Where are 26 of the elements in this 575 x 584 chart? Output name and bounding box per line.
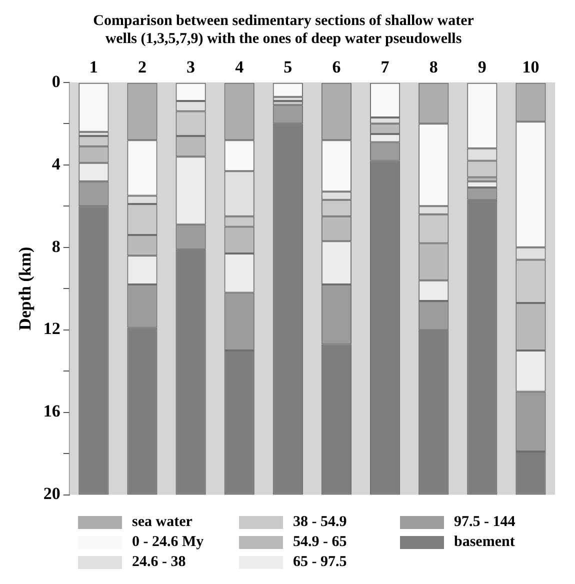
x-tick-label: 7 [380, 58, 390, 77]
x-tick-label: 2 [138, 58, 146, 77]
x-tick-label: 10 [522, 58, 540, 77]
legend-label: 0 - 24.6 My [132, 534, 204, 550]
legend-label: 65 - 97.5 [293, 554, 347, 570]
legend-label: sea water [132, 514, 192, 530]
x-tick-label: 4 [235, 58, 244, 77]
x-tick-label: 1 [89, 58, 98, 77]
y-tick-label: 12 [43, 319, 60, 338]
legend-label: 38 - 54.9 [293, 514, 347, 530]
legend-label: 97.5 - 144 [454, 514, 516, 530]
y-tick-label: 16 [43, 402, 60, 421]
y-tick-label: 20 [43, 484, 60, 504]
y-tick-label: 0 [52, 72, 60, 91]
y-tick-label: 8 [52, 236, 60, 256]
x-tick-label: 5 [284, 58, 292, 77]
legend-label: 24.6 - 38 [132, 554, 186, 570]
y-axis-title: Depth (km) [16, 246, 35, 330]
chart-title: Comparison between sedimentary sections of shallow water wells (1,3,5,7,9) with the ones of deep water pseudowells [93, 12, 474, 47]
legend-label: 54.9 - 65 [293, 534, 347, 550]
x-tick-label: 9 [478, 58, 486, 77]
legend-label: basement [454, 534, 515, 550]
y-tick-label: 4 [52, 154, 61, 174]
x-tick-label: 8 [429, 58, 438, 77]
x-tick-label: 6 [332, 58, 341, 77]
x-tick-label: 3 [186, 58, 196, 77]
